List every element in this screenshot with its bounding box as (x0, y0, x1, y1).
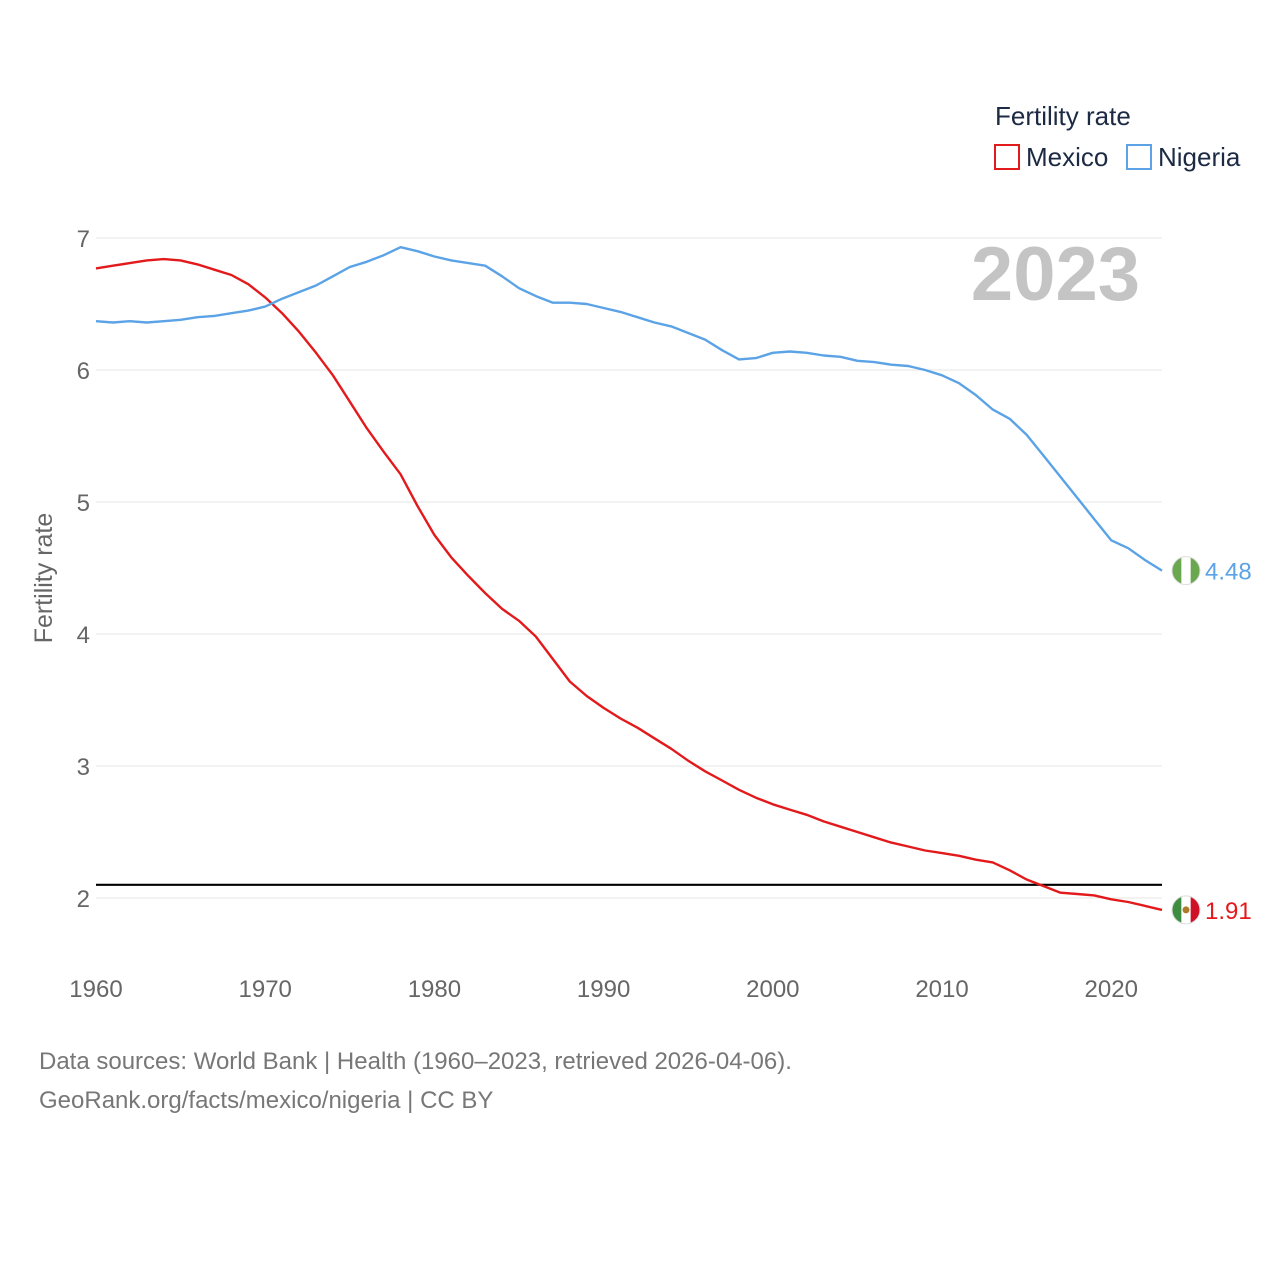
flag-stripe-nigeria-2 (1190, 556, 1200, 585)
flag-outline-nigeria (1171, 556, 1201, 586)
legend-label-mexico: Mexico (1026, 142, 1108, 172)
series-lines (95, 246, 1163, 912)
legend-label-nigeria: Nigeria (1158, 142, 1241, 172)
end-value-label-mexico: 1.91 (1205, 898, 1252, 925)
flag-stripe-nigeria-0 (1172, 556, 1182, 585)
x-tick-label-2020: 2020 (1085, 976, 1138, 1003)
flag-icon-nigeria (1171, 556, 1201, 586)
y-tick-label-4: 4 (77, 622, 90, 649)
flag-icon-mexico (1171, 895, 1201, 925)
grid-lines (96, 237, 1162, 899)
y-tick-label-3: 3 (77, 754, 90, 781)
legend-items: Mexico Nigeria (994, 142, 1241, 172)
legend: Fertility rate Mexico Nigeria (994, 101, 1241, 172)
x-tick-label-2000: 2000 (746, 976, 799, 1003)
x-tick-label-1960: 1960 (69, 976, 122, 1003)
x-tick-label-1990: 1990 (577, 976, 630, 1003)
end-markers: 1.91 4.48 (1171, 556, 1252, 925)
end-value-label-nigeria: 4.48 (1205, 559, 1252, 586)
x-tick-label-1980: 1980 (408, 976, 461, 1003)
y-tick-label-2: 2 (77, 886, 90, 913)
x-axis-ticks: 1960 1970 1980 1990 2000 2010 2020 (69, 976, 1138, 1003)
footer-attribution: GeoRank.org/facts/mexico/nigeria | CC BY (39, 1087, 493, 1114)
series-line-mexico (95, 257, 1163, 912)
flag-stripe-mexico-0 (1172, 895, 1182, 924)
y-tick-label-5: 5 (77, 490, 90, 517)
x-tick-label-2010: 2010 (915, 976, 968, 1003)
series-line-nigeria (95, 246, 1163, 572)
y-axis-title: Fertility rate (30, 513, 58, 644)
footer-sources: Data sources: World Bank | Health (1960–… (39, 1048, 792, 1075)
year-label: 2023 (971, 232, 1140, 317)
flag-outline-mexico (1171, 895, 1201, 925)
legend-title: Fertility rate (995, 101, 1131, 131)
y-tick-label-7: 7 (77, 226, 90, 253)
x-tick-label-1970: 1970 (239, 976, 292, 1003)
flag-stripe-mexico-2 (1190, 895, 1200, 924)
y-tick-label-6: 6 (77, 358, 90, 385)
legend-swatch-mexico (994, 144, 1020, 170)
y-axis-ticks: 2 3 4 5 6 7 (77, 226, 90, 913)
flag-emblem-mexico (1182, 906, 1190, 914)
flag-stripe-nigeria-1 (1181, 556, 1192, 585)
legend-swatch-nigeria (1126, 144, 1152, 170)
